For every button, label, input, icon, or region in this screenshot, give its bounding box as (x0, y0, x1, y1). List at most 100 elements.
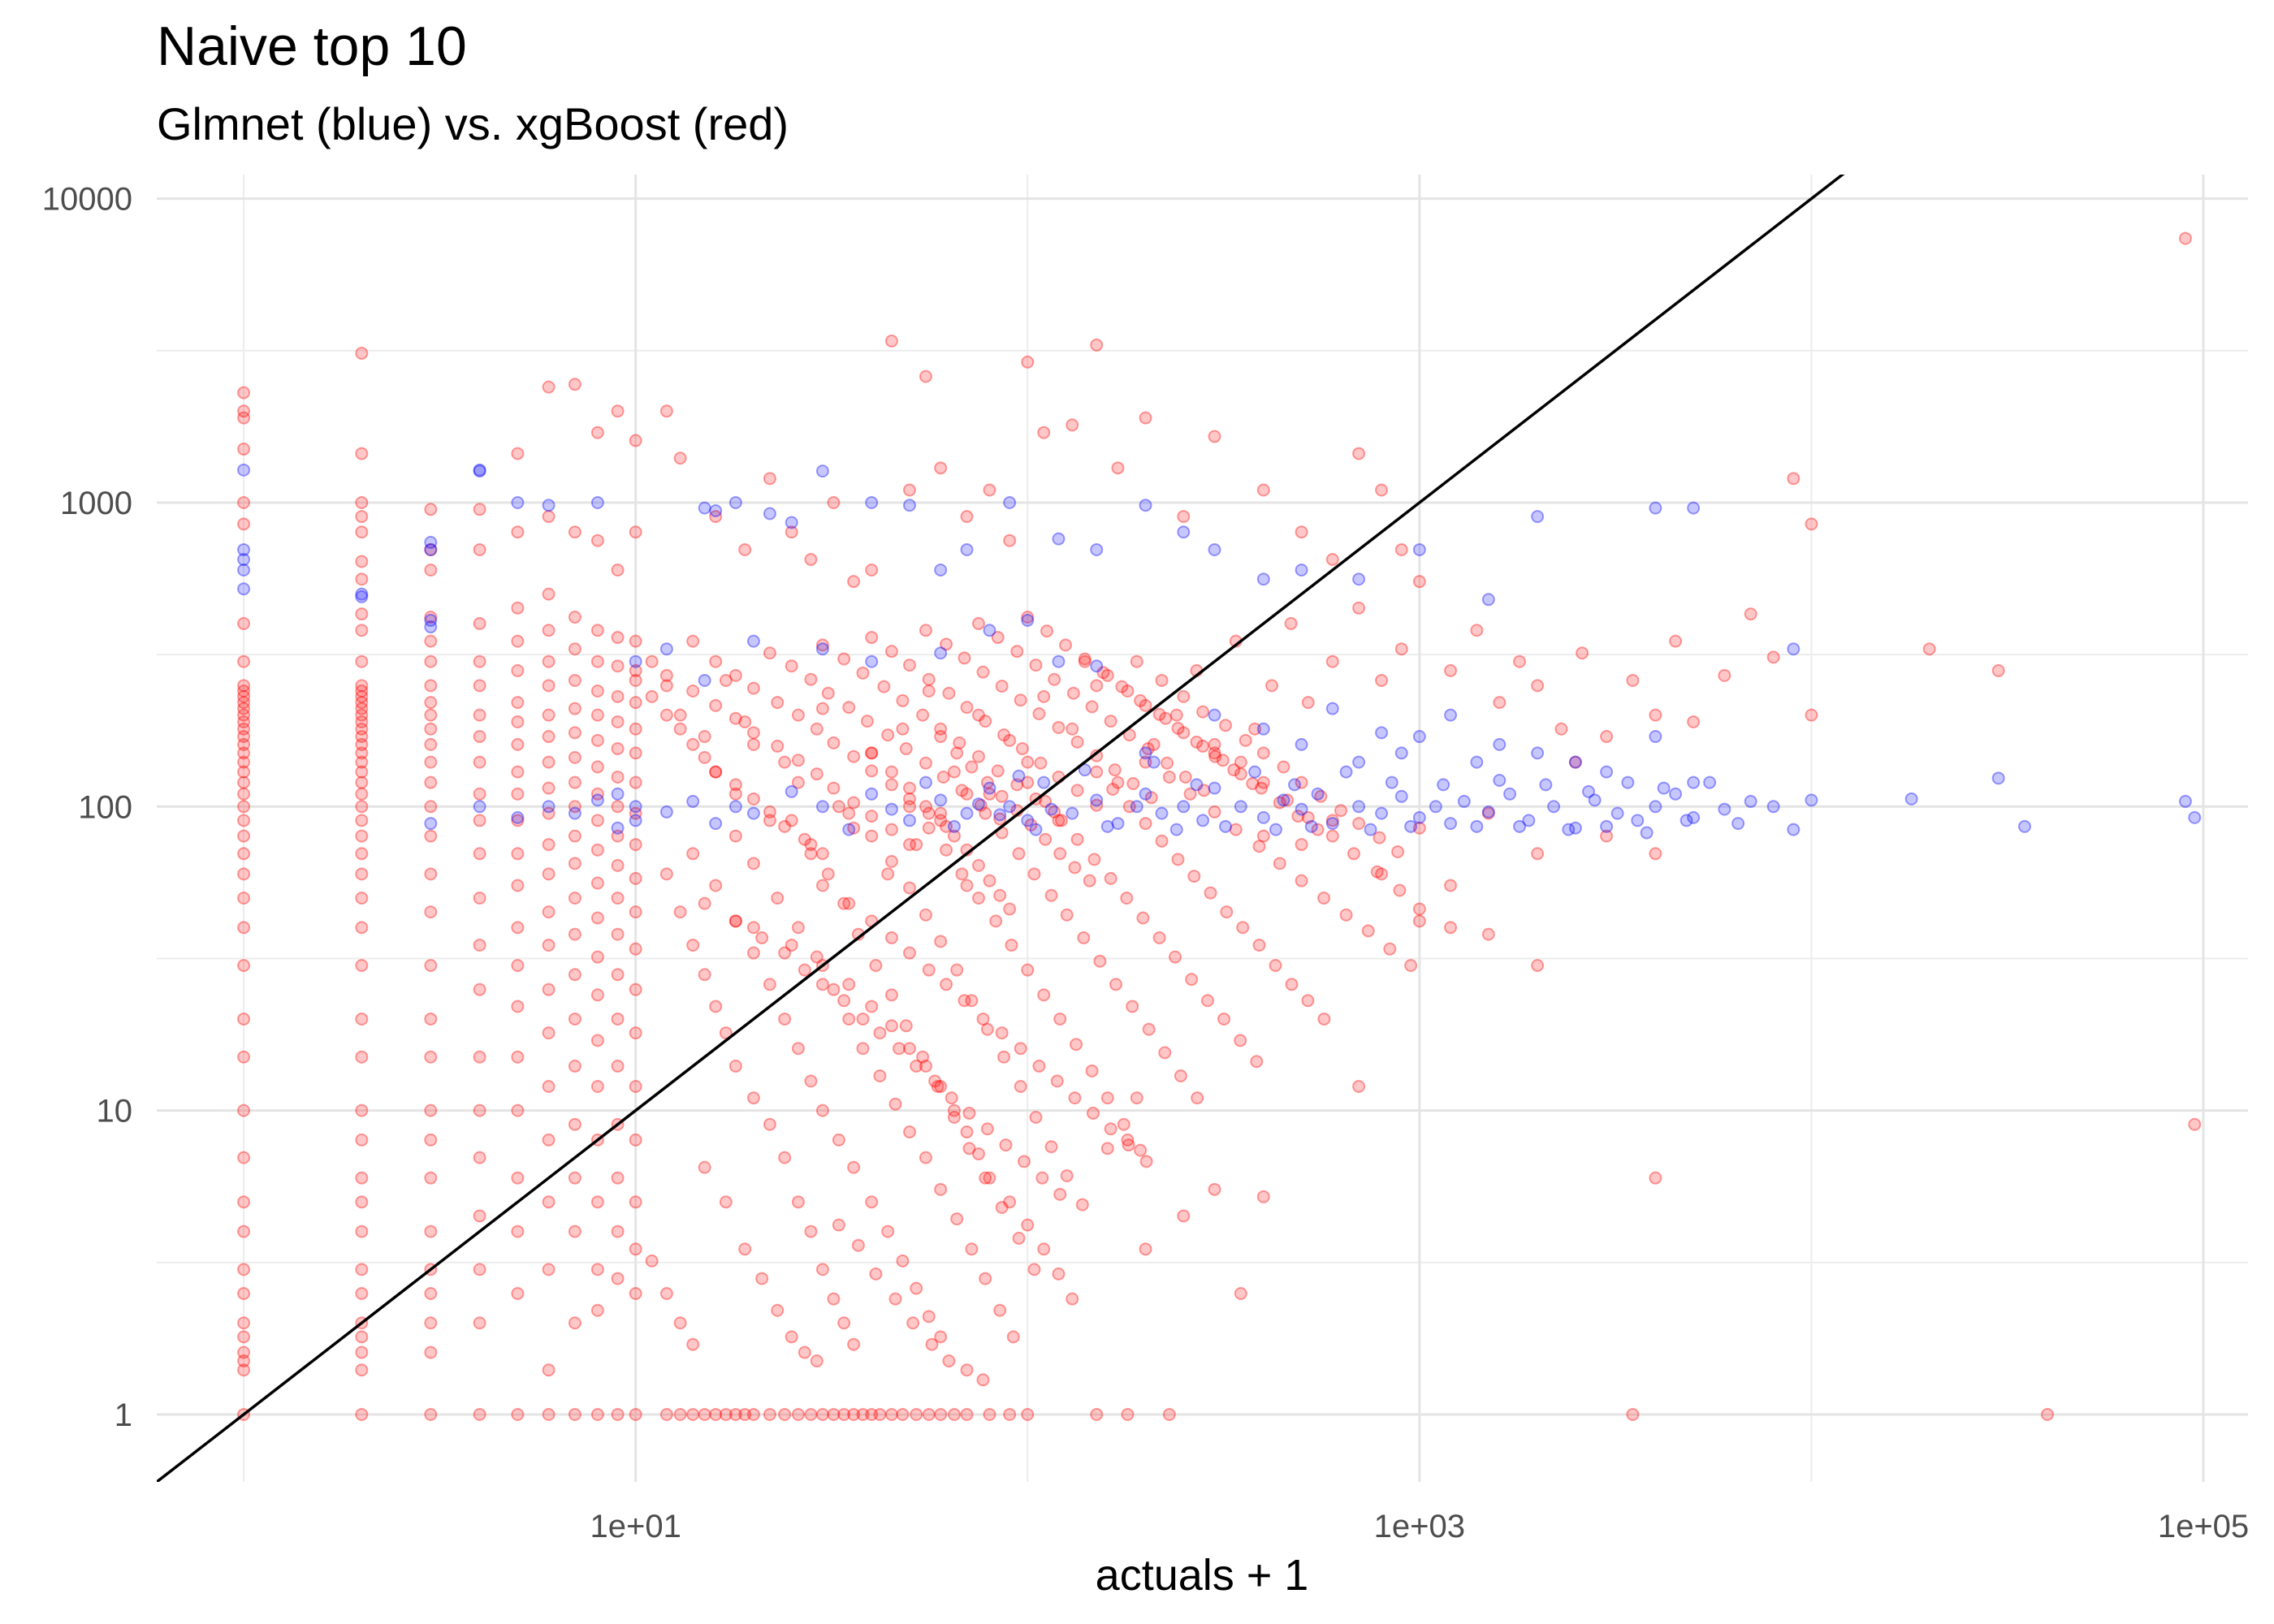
data-point (906, 1316, 920, 1330)
data-point (1169, 708, 1183, 722)
data-point (837, 652, 851, 666)
data-point (237, 696, 251, 710)
data-point (1311, 823, 1325, 836)
data-point (815, 642, 829, 656)
data-point (1177, 726, 1191, 740)
data-point (237, 1316, 251, 1330)
data-point (1037, 1242, 1051, 1256)
data-point (568, 891, 581, 905)
data-point (355, 737, 369, 751)
data-point (611, 404, 625, 418)
data-point (997, 1050, 1011, 1064)
data-point (881, 867, 895, 881)
y-tick-label: 10 (97, 1094, 133, 1129)
data-point (993, 808, 1007, 822)
data-point (237, 921, 251, 935)
data-point (237, 708, 251, 722)
data-point (1085, 700, 1099, 714)
data-point (934, 793, 948, 807)
data-point (424, 959, 438, 973)
data-point (629, 838, 642, 852)
data-point (1169, 823, 1183, 836)
data-point (1236, 921, 1250, 935)
data-point (1139, 1242, 1152, 1256)
data-point (1208, 708, 1221, 722)
data-point (1068, 861, 1082, 875)
data-point (997, 728, 1011, 742)
data-point (1444, 817, 1458, 831)
data-point (942, 1354, 956, 1368)
data-point (629, 983, 642, 996)
data-point (1256, 483, 1270, 497)
data-point (355, 730, 369, 744)
data-point (659, 642, 673, 656)
data-point (746, 792, 760, 806)
data-point (424, 867, 438, 881)
data-point (1034, 756, 1048, 770)
data-point (568, 800, 581, 814)
data-point (860, 715, 874, 728)
data-point (1444, 921, 1458, 935)
data-point (1687, 810, 1701, 824)
data-point (1029, 1110, 1043, 1124)
data-point (884, 988, 898, 1002)
data-point (971, 797, 985, 811)
data-point (995, 789, 1009, 803)
data-point (1352, 800, 1366, 814)
data-point (542, 755, 556, 769)
data-point (1805, 793, 1818, 807)
data-point (934, 564, 948, 577)
data-point (856, 1042, 870, 1056)
data-point (815, 800, 829, 814)
data-point (511, 663, 525, 677)
data-point (1657, 781, 1671, 795)
data-point (629, 1286, 642, 1300)
data-point (1117, 1117, 1131, 1131)
data-point (511, 495, 525, 509)
data-point (237, 1224, 251, 1238)
data-point (237, 411, 251, 425)
data-point (355, 708, 369, 722)
data-point (511, 921, 525, 935)
data-point (1277, 793, 1290, 807)
data-point (473, 938, 486, 952)
data-point (1003, 1407, 1017, 1421)
data-point (237, 684, 251, 698)
data-point (424, 634, 438, 648)
data-point (916, 708, 930, 722)
data-point (1600, 765, 1614, 779)
data-point (709, 879, 723, 892)
data-point (237, 679, 251, 693)
data-point (1090, 338, 1104, 352)
data-point (590, 684, 604, 698)
data-point (1444, 663, 1458, 677)
data-point (1352, 1079, 1366, 1093)
data-point (1273, 857, 1286, 870)
data-point (958, 651, 971, 665)
data-point (965, 760, 979, 774)
data-point (542, 380, 556, 394)
data-point (1227, 763, 1241, 777)
data-point (1301, 810, 1315, 824)
data-point (542, 867, 556, 881)
data-point (1066, 418, 1079, 432)
data-point (983, 1407, 996, 1421)
data-point (1185, 973, 1199, 987)
data-point (1649, 800, 1662, 814)
data-point (611, 659, 625, 673)
data-point (1252, 840, 1266, 853)
data-point (785, 525, 798, 539)
data-point (698, 750, 711, 764)
data-point (237, 829, 251, 843)
data-point (837, 896, 851, 910)
data-point (1066, 1292, 1079, 1306)
data-point (771, 739, 785, 753)
data-point (832, 800, 845, 814)
data-point (1003, 800, 1017, 814)
data-point (1104, 871, 1118, 885)
data-point (1295, 564, 1308, 577)
data-points (237, 231, 2202, 1421)
data-point (919, 800, 932, 814)
data-point (511, 787, 525, 801)
data-point (590, 793, 604, 807)
